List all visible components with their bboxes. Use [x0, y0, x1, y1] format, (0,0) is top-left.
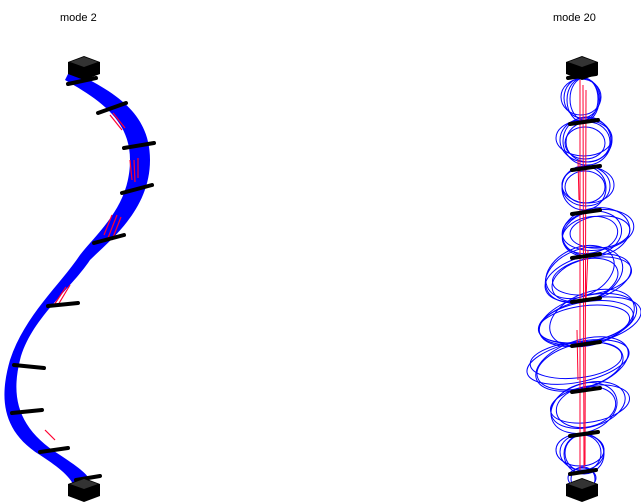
ring: [122, 141, 156, 150]
ring: [570, 164, 602, 172]
stripe: [109, 114, 123, 131]
stripe: [584, 89, 587, 466]
ring: [66, 76, 98, 86]
ring: [570, 386, 602, 394]
mode-2-bottom-end-block: [68, 478, 100, 502]
stripe: [585, 249, 589, 301]
lobe-8: [549, 381, 631, 434]
stripe: [107, 214, 118, 239]
stripe: [576, 329, 579, 381]
mode-20-rings: [566, 72, 602, 476]
ring: [120, 183, 154, 195]
ring: [92, 233, 126, 245]
mode-2-beam-body: [4, 70, 151, 488]
ring: [570, 252, 602, 260]
lobe-1: [560, 77, 602, 123]
ring: [12, 363, 46, 370]
ring: [568, 118, 600, 126]
ring: [570, 296, 602, 304]
ring: [38, 446, 70, 454]
stripe: [129, 159, 133, 181]
mode-2-title: mode 2: [60, 12, 97, 24]
mode-20-title: mode 20: [553, 12, 596, 24]
mode-20-stripes: [576, 80, 589, 470]
lobe-2: [555, 116, 613, 166]
stripe: [112, 112, 126, 129]
ring: [74, 474, 102, 482]
ring: [46, 301, 80, 308]
ring: [10, 408, 44, 415]
mode-2-stripes: [44, 112, 139, 441]
lobe-3: [561, 165, 615, 211]
mode-20-bottom-end-block: [566, 478, 598, 502]
mode-2-beam: [4, 56, 156, 502]
ring: [570, 340, 602, 348]
ring: [568, 430, 600, 438]
stripe: [53, 286, 67, 306]
ring: [568, 468, 598, 476]
mode-2-top-end-block: [68, 56, 100, 80]
stripe: [44, 429, 56, 441]
stripe: [582, 84, 585, 469]
stripe: [133, 159, 136, 183]
stripe: [57, 284, 71, 306]
mode-20-loops: [526, 77, 641, 492]
mode-2-rings: [10, 76, 156, 482]
ring: [570, 208, 602, 216]
mode-20-top-end-block: [566, 56, 598, 80]
ring: [96, 101, 128, 115]
mode-20-beam: [526, 56, 641, 502]
stripe: [577, 159, 580, 201]
stripe: [103, 214, 113, 236]
